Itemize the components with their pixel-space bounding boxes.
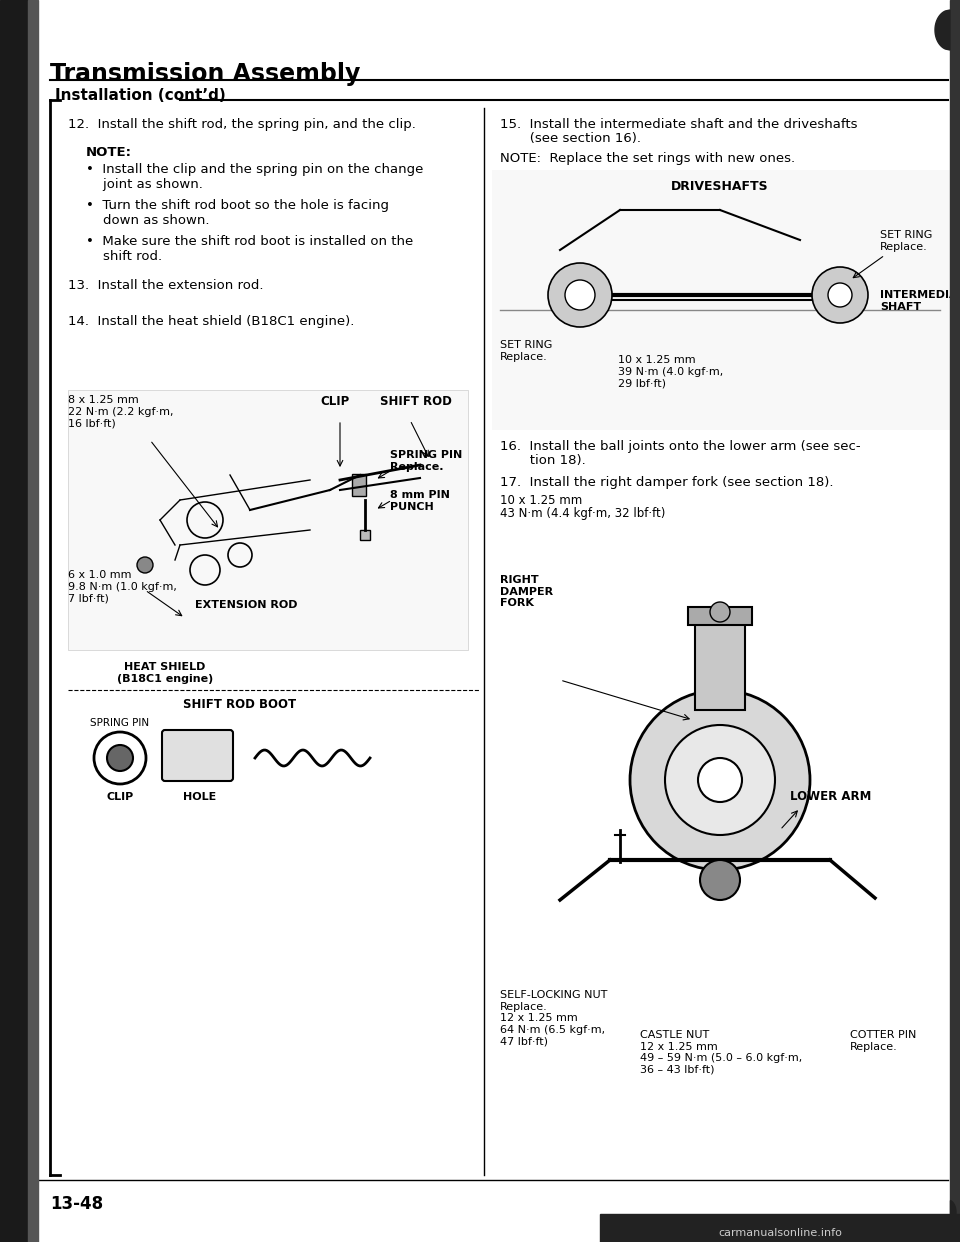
Text: COTTER PIN
Replace.: COTTER PIN Replace. [850,1030,917,1052]
Text: CLIP: CLIP [107,792,133,802]
Text: NOTE:  Replace the set rings with new ones.: NOTE: Replace the set rings with new one… [500,152,795,165]
Circle shape [630,691,810,869]
Text: 10 x 1.25 mm: 10 x 1.25 mm [500,494,583,507]
Circle shape [812,267,868,323]
Text: CASTLE NUT
12 x 1.25 mm
49 – 59 N·m (5.0 – 6.0 kgf·m,
36 – 43 lbf·ft): CASTLE NUT 12 x 1.25 mm 49 – 59 N·m (5.0… [640,1030,803,1074]
Text: 10 x 1.25 mm
39 N·m (4.0 kgf·m,
29 lbf·ft): 10 x 1.25 mm 39 N·m (4.0 kgf·m, 29 lbf·f… [618,355,723,389]
Circle shape [698,758,742,802]
Text: 14.  Install the heat shield (B18C1 engine).: 14. Install the heat shield (B18C1 engin… [68,315,354,328]
Text: 13.  Install the extension rod.: 13. Install the extension rod. [68,279,263,292]
Circle shape [700,859,740,900]
Bar [68,390,468,650]
Text: 17.  Install the right damper fork (see section 18).: 17. Install the right damper fork (see s… [500,476,833,489]
Text: RIGHT
DAMPER
FORK: RIGHT DAMPER FORK [500,575,553,609]
Bar [28,0,38,1242]
Circle shape [548,263,612,327]
Text: SHIFT ROD: SHIFT ROD [380,395,452,409]
Text: INTERMEDIATE
SHAFT: INTERMEDIATE SHAFT [880,289,960,312]
Bar [950,0,960,1242]
Circle shape [137,556,153,573]
Text: EXTENSION ROD: EXTENSION ROD [195,600,298,610]
Circle shape [107,745,133,771]
Polygon shape [950,1201,956,1223]
Circle shape [565,279,595,310]
FancyBboxPatch shape [162,730,233,781]
Text: 8 x 1.25 mm
22 N·m (2.2 kgf·m,
16 lbf·ft): 8 x 1.25 mm 22 N·m (2.2 kgf·m, 16 lbf·ft… [68,395,174,428]
Text: tion 18).: tion 18). [500,455,586,467]
Text: 8 mm PIN
PUNCH: 8 mm PIN PUNCH [390,491,450,512]
Text: Transmission Assembly: Transmission Assembly [50,62,360,86]
Bar [360,530,370,540]
Text: SPRING PIN: SPRING PIN [90,718,150,728]
Circle shape [710,602,730,622]
Text: CLIP: CLIP [320,395,349,409]
Text: SPRING PIN
Replace.: SPRING PIN Replace. [390,450,463,472]
Text: (see section 16).: (see section 16). [500,132,641,145]
Text: SELF-LOCKING NUT
Replace.
12 x 1.25 mm
64 N·m (6.5 kgf·m,
47 lbf·ft): SELF-LOCKING NUT Replace. 12 x 1.25 mm 6… [500,990,608,1047]
Text: HEAT SHIELD
(B18C1 engine): HEAT SHIELD (B18C1 engine) [117,662,213,683]
Text: LOWER ARM: LOWER ARM [790,790,872,804]
Circle shape [665,725,775,835]
Bar [352,474,366,496]
Text: Installation (cont’d): Installation (cont’d) [55,88,226,103]
Text: SET RING
Replace.: SET RING Replace. [880,230,932,252]
Text: DRIVESHAFTS: DRIVESHAFTS [671,180,769,193]
Text: 15.  Install the intermediate shaft and the driveshafts: 15. Install the intermediate shaft and t… [500,118,857,130]
Bar [600,1213,960,1242]
Text: •  Turn the shift rod boot so the hole is facing
    down as shown.: • Turn the shift rod boot so the hole is… [86,199,389,227]
Text: carmanualsonline.info: carmanualsonline.info [718,1228,842,1238]
Text: 13-48: 13-48 [50,1195,103,1213]
Polygon shape [935,10,950,50]
Text: SET RING
Replace.: SET RING Replace. [500,340,552,361]
Bar [0,0,28,1242]
Text: 43 N·m (4.4 kgf·m, 32 lbf·ft): 43 N·m (4.4 kgf·m, 32 lbf·ft) [500,507,665,520]
Text: 6 x 1.0 mm
9.8 N·m (1.0 kgf·m,
7 lbf·ft): 6 x 1.0 mm 9.8 N·m (1.0 kgf·m, 7 lbf·ft) [68,570,177,604]
Text: NOTE:: NOTE: [86,147,132,159]
Bar [688,607,752,625]
Circle shape [828,283,852,307]
Text: HOLE: HOLE [183,792,217,802]
Text: SHIFT ROD BOOT: SHIFT ROD BOOT [183,698,297,710]
Text: 16.  Install the ball joints onto the lower arm (see sec-: 16. Install the ball joints onto the low… [500,440,860,453]
Text: 12.  Install the shift rod, the spring pin, and the clip.: 12. Install the shift rod, the spring pi… [68,118,416,130]
Text: •  Install the clip and the spring pin on the change
    joint as shown.: • Install the clip and the spring pin on… [86,163,423,191]
Bar [695,610,745,710]
Bar [492,170,950,430]
Text: •  Make sure the shift rod boot is installed on the
    shift rod.: • Make sure the shift rod boot is instal… [86,235,413,263]
